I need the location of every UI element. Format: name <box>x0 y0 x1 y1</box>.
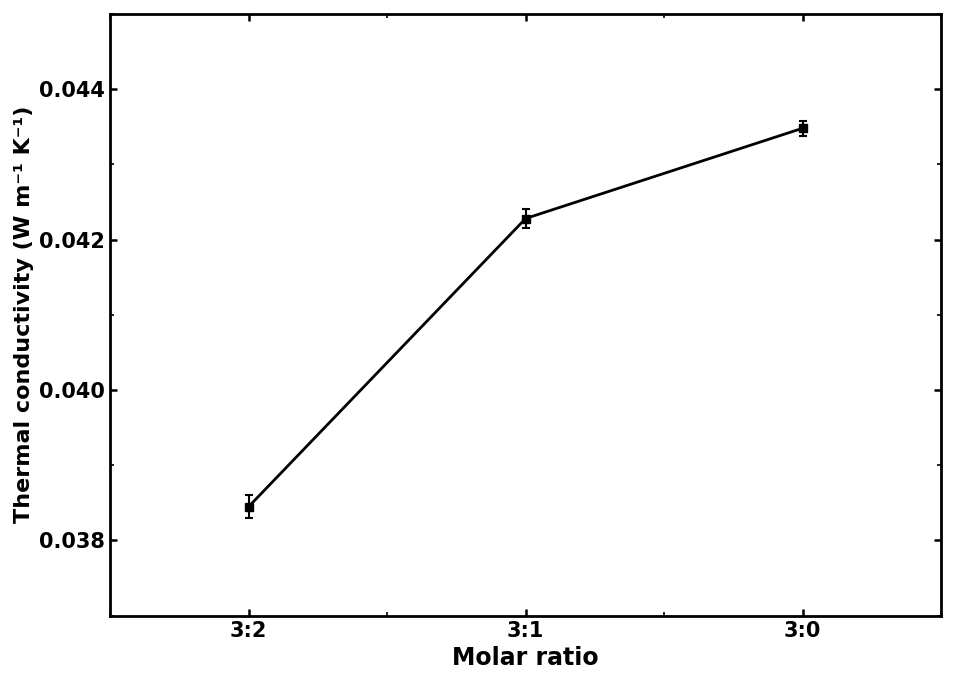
Y-axis label: Thermal conductivity (W m⁻¹ K⁻¹): Thermal conductivity (W m⁻¹ K⁻¹) <box>14 106 33 523</box>
X-axis label: Molar ratio: Molar ratio <box>453 646 599 670</box>
